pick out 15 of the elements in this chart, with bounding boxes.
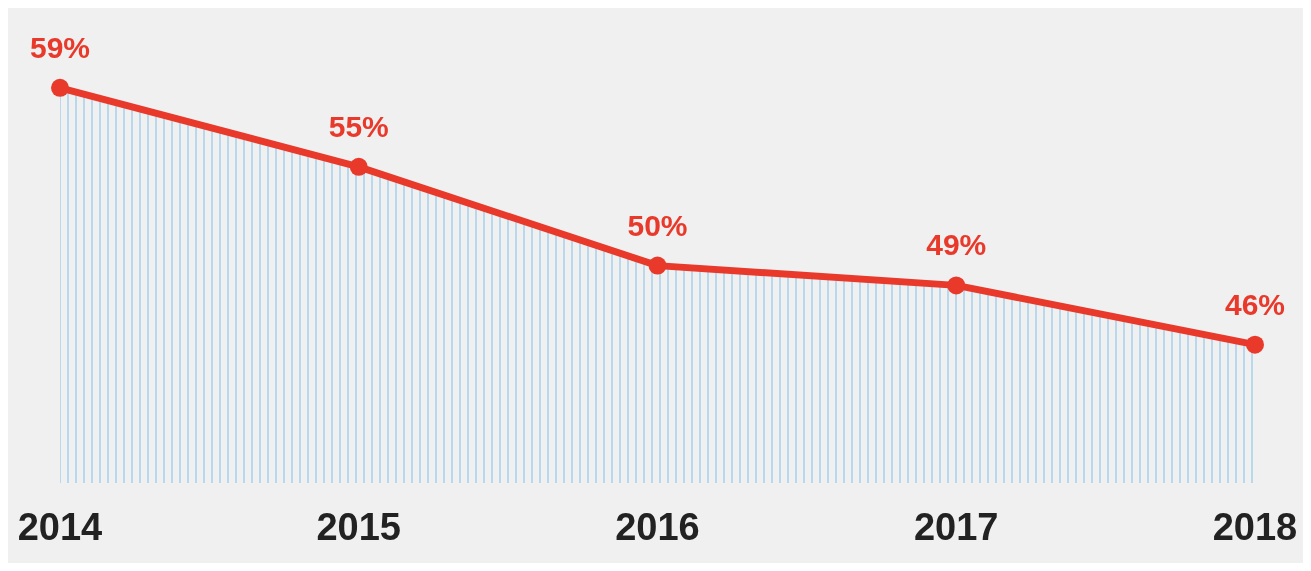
x-tick-label: 2017 <box>913 505 999 548</box>
x-tick-label: 2014 <box>17 505 103 548</box>
data-label: 59% <box>29 30 91 64</box>
data-label: 49% <box>926 228 987 262</box>
point <box>51 78 69 97</box>
data-label: 46% <box>1224 287 1286 321</box>
x-tick-label: 2016 <box>615 505 700 548</box>
point <box>1246 335 1264 354</box>
x-tick-label: 2018 <box>1212 505 1298 548</box>
x-tick-label: 2015 <box>316 505 402 548</box>
point <box>947 276 966 295</box>
point <box>349 157 368 176</box>
point <box>648 256 667 275</box>
data-label: 50% <box>627 208 688 242</box>
data-label: 55% <box>328 109 389 143</box>
